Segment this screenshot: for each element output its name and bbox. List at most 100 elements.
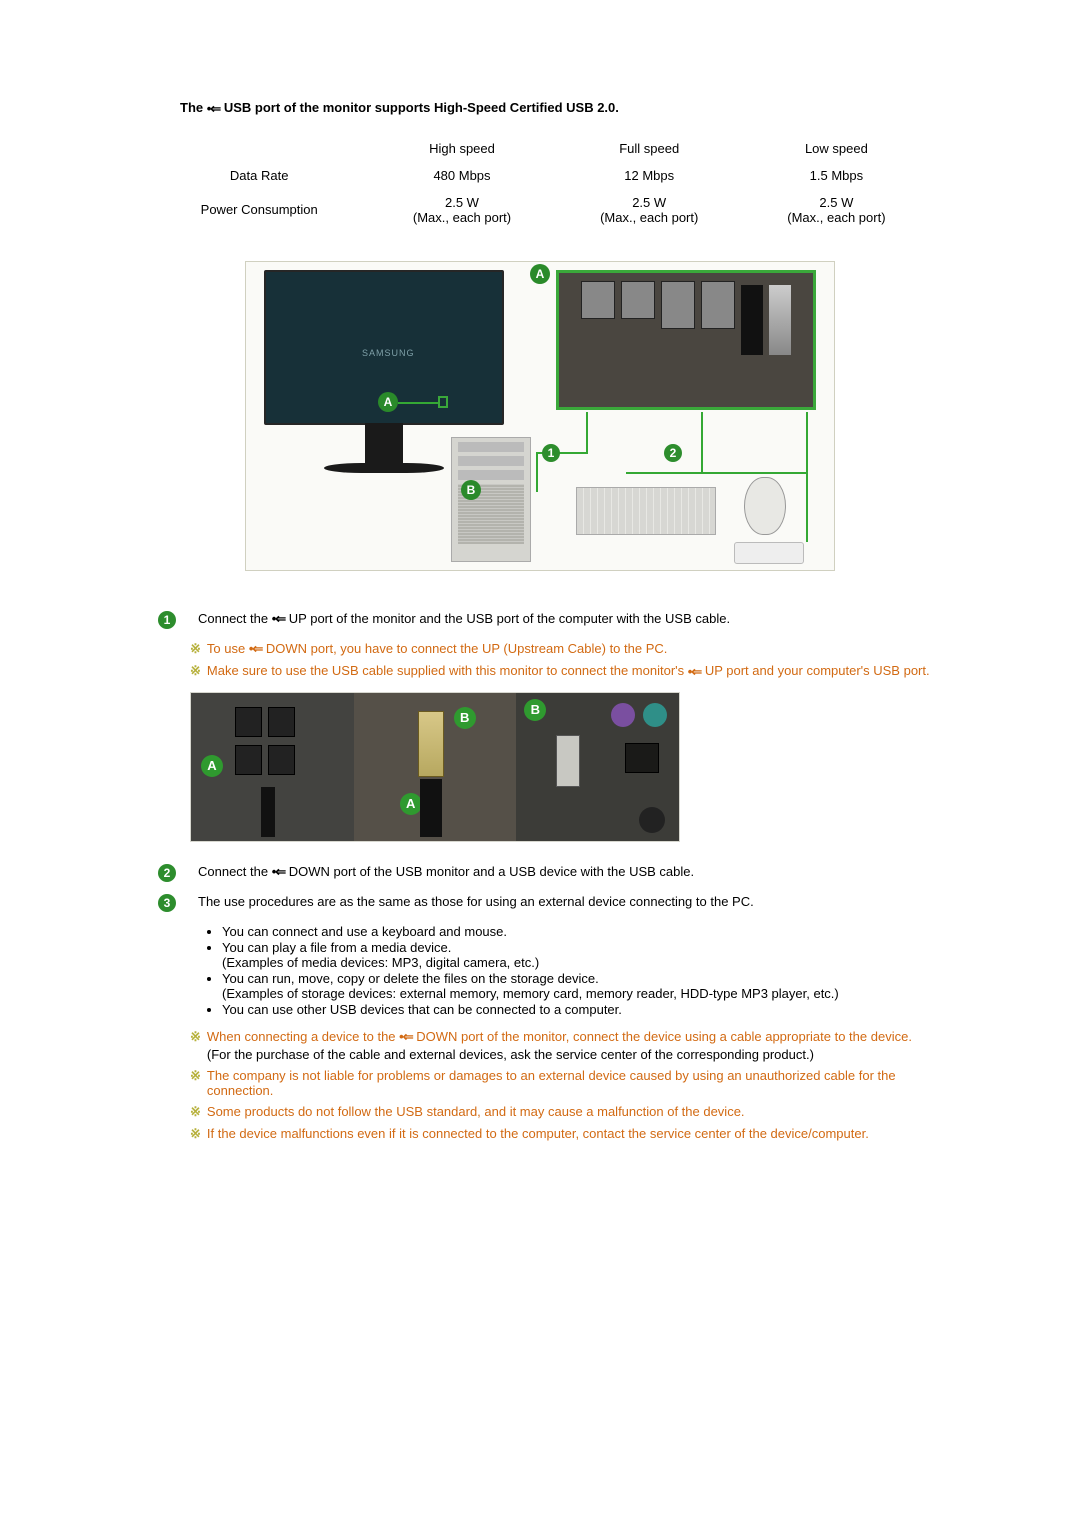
usb-icon: •⇐: [272, 611, 285, 627]
title-suffix: USB port of the monitor supports High-Sp…: [224, 100, 619, 115]
spec-table: High speed Full speed Low speed Data Rat…: [150, 135, 930, 231]
note-marker-icon: ※: [190, 1068, 201, 1098]
callout-2-icon: 2: [664, 444, 682, 462]
col-low-speed: Low speed: [743, 135, 930, 162]
note-text: To use •⇐ DOWN port, you have to connect…: [207, 641, 930, 658]
step-2-text: Connect the •⇐ DOWN port of the USB moni…: [198, 864, 930, 881]
usb-icon: •⇐: [207, 101, 220, 117]
cell-value: 2.5 W: [632, 195, 666, 210]
rear-panel-illustration: [556, 270, 816, 410]
port-highlight-icon: [438, 396, 448, 408]
line-icon: [806, 412, 808, 542]
note: ※ When connecting a device to the •⇐ DOW…: [190, 1029, 930, 1063]
step-1: 1 Connect the •⇐ UP port of the monitor …: [150, 611, 930, 629]
list-item: You can run, move, copy or delete the fi…: [222, 971, 930, 1001]
usb-icon: •⇐: [688, 664, 701, 680]
closeup-panel-1: A: [191, 693, 354, 841]
badge-a: A: [201, 755, 223, 777]
cell-sub: (Max., each port): [560, 210, 739, 225]
cell-value: 2.5 W: [819, 195, 853, 210]
text: When connecting a device to the: [207, 1029, 399, 1044]
cable-icon: [261, 787, 275, 837]
cell: 12 Mbps: [556, 162, 743, 189]
text: DOWN port of the USB monitor and a USB d…: [285, 864, 694, 879]
row-power-label: Power Consumption: [150, 189, 368, 231]
badge-b: B: [454, 707, 476, 729]
note-text: The company is not liable for problems o…: [207, 1068, 930, 1098]
note: ※ The company is not liable for problems…: [190, 1068, 930, 1098]
text: (Examples of media devices: MP3, digital…: [222, 955, 930, 970]
line-icon: [626, 472, 806, 474]
cell: 480 Mbps: [368, 162, 555, 189]
note-marker-icon: ※: [190, 1029, 201, 1063]
text: You can run, move, copy or delete the fi…: [222, 971, 599, 986]
text: Connect the: [198, 864, 272, 879]
badge-a-top: A: [530, 264, 550, 284]
step-2-badge: 2: [158, 864, 176, 882]
note-marker-icon: ※: [190, 1104, 201, 1120]
note-marker-icon: ※: [190, 663, 201, 680]
usb-plug-a-icon: [418, 711, 444, 777]
text: Make sure to use the USB cable supplied …: [207, 663, 688, 678]
note: ※ Make sure to use the USB cable supplie…: [190, 663, 930, 680]
text: UP port of the monitor and the USB port …: [285, 611, 730, 626]
text: UP port and your computer's USB port.: [701, 663, 929, 678]
note: ※ To use •⇐ DOWN port, you have to conne…: [190, 641, 930, 658]
table-header-row: High speed Full speed Low speed: [150, 135, 930, 162]
cell: 2.5 W (Max., each port): [556, 189, 743, 231]
cell: 2.5 W (Max., each port): [368, 189, 555, 231]
page-content: The •⇐ USB port of the monitor supports …: [150, 100, 930, 1142]
closeup-panel-3: B: [516, 693, 679, 841]
usb-icon: •⇐: [272, 864, 285, 880]
cell-value: 2.5 W: [445, 195, 479, 210]
ps2-port-icon: [643, 703, 667, 727]
badge-b: B: [461, 480, 481, 500]
text: (For the purchase of the cable and exter…: [207, 1047, 930, 1062]
title-prefix: The: [180, 100, 207, 115]
keyboard-illustration: [576, 487, 716, 535]
socket-icon: [625, 743, 659, 773]
cell-sub: (Max., each port): [372, 210, 551, 225]
step-1-text: Connect the •⇐ UP port of the monitor an…: [198, 611, 930, 628]
callout-1-icon: 1: [542, 444, 560, 462]
step-1-badge: 1: [158, 611, 176, 629]
list-item: You can use other USB devices that can b…: [222, 1002, 930, 1017]
table-row: Data Rate 480 Mbps 12 Mbps 1.5 Mbps: [150, 162, 930, 189]
pc-tower-illustration: [451, 437, 531, 562]
line-icon: [701, 412, 703, 472]
note-text: Make sure to use the USB cable supplied …: [207, 663, 930, 680]
closeup-panel-2: B A: [354, 693, 517, 841]
col-full-speed: Full speed: [556, 135, 743, 162]
capability-list: You can connect and use a keyboard and m…: [208, 924, 930, 1017]
text: You can connect and use a keyboard and m…: [222, 924, 507, 939]
note-marker-icon: ※: [190, 1126, 201, 1142]
note-text: Some products do not follow the USB stan…: [207, 1104, 930, 1120]
text: DOWN port, you have to connect the UP (U…: [262, 641, 667, 656]
usb-plug-b-icon: [556, 735, 580, 787]
step-3: 3 The use procedures are as the same as …: [150, 894, 930, 912]
text: Connect the: [198, 611, 272, 626]
ports-closeup-diagram: A B A B: [190, 692, 680, 842]
step-2: 2 Connect the •⇐ DOWN port of the USB mo…: [150, 864, 930, 882]
note-marker-icon: ※: [190, 641, 201, 658]
note: ※ If the device malfunctions even if it …: [190, 1126, 930, 1142]
page-title: The •⇐ USB port of the monitor supports …: [150, 100, 930, 117]
text: You can use other USB devices that can b…: [222, 1002, 622, 1017]
usb-icon: •⇐: [399, 1029, 412, 1045]
col-high-speed: High speed: [368, 135, 555, 162]
list-item: You can connect and use a keyboard and m…: [222, 924, 930, 939]
connection-diagram: A A 1 2 B: [245, 261, 835, 571]
cell-sub: (Max., each port): [747, 210, 926, 225]
table-row: Power Consumption 2.5 W (Max., each port…: [150, 189, 930, 231]
cell: 2.5 W (Max., each port): [743, 189, 930, 231]
line-icon: [398, 402, 438, 404]
ps2-port-icon: [611, 703, 635, 727]
hub-illustration: [734, 542, 804, 564]
note-text: If the device malfunctions even if it is…: [207, 1126, 930, 1142]
socket-icon: [639, 807, 665, 833]
step-3-badge: 3: [158, 894, 176, 912]
usb-icon: •⇐: [249, 641, 262, 657]
list-item: You can play a file from a media device.…: [222, 940, 930, 970]
mouse-illustration: [744, 477, 786, 535]
badge-b: B: [524, 699, 546, 721]
